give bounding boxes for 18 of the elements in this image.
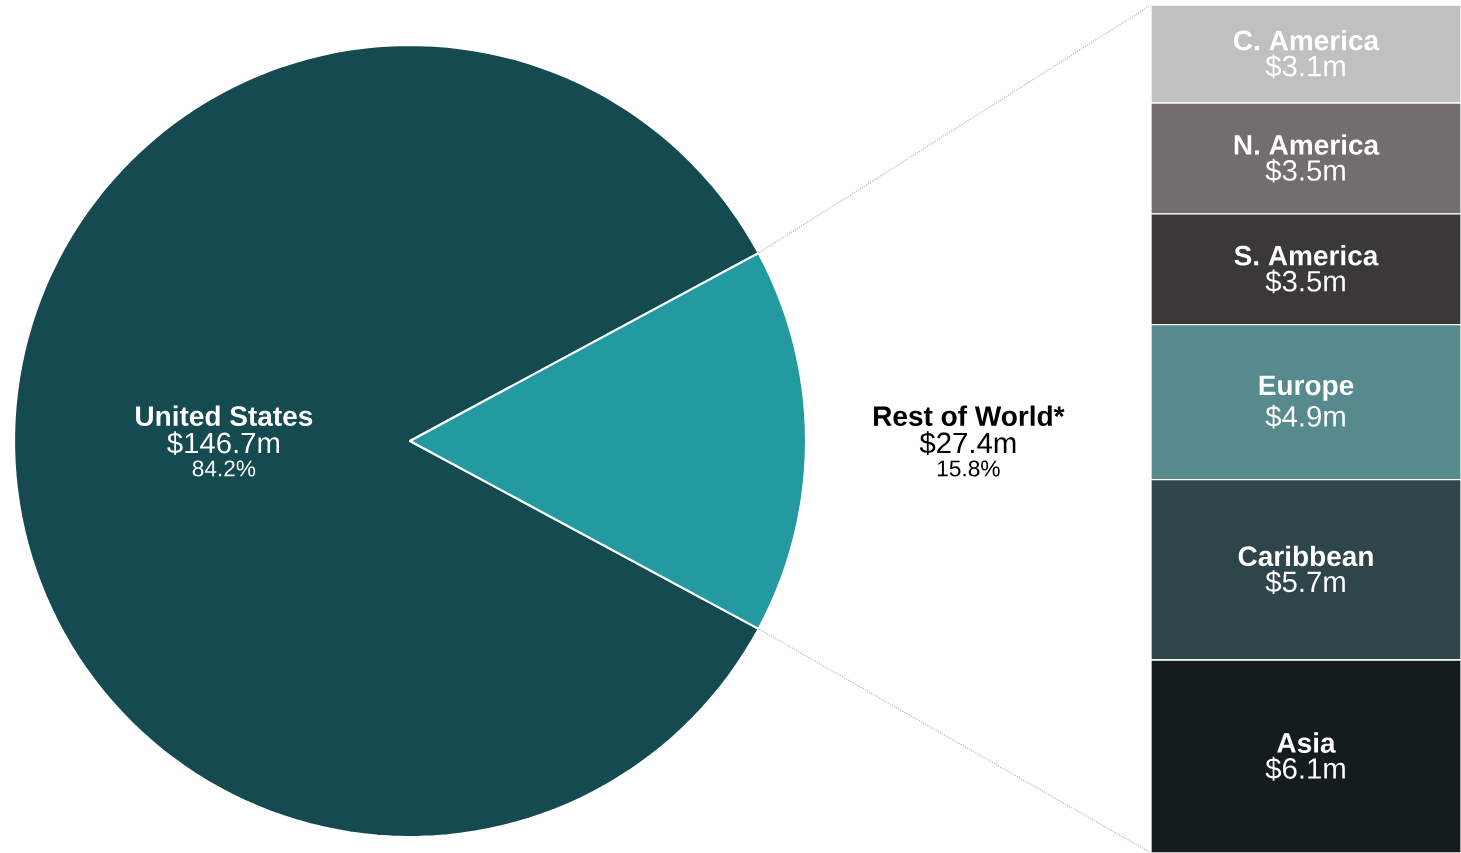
series-label: S. America	[1234, 245, 1379, 266]
text: 84.2%	[192, 460, 256, 477]
series-label: C. America	[1234, 29, 1380, 51]
data-label: $4.9m	[1265, 404, 1345, 429]
data-label: $146.7m	[167, 431, 280, 456]
data-label: $5.7m	[1265, 570, 1345, 594]
series-label: Asia	[1277, 732, 1336, 753]
data-label: $3.1m	[1265, 54, 1345, 79]
data-label: $6.1m	[1265, 756, 1345, 781]
slice-label: United States	[136, 405, 313, 427]
data-label: $27.4m	[919, 431, 1016, 456]
text: 15.8%	[937, 460, 1000, 477]
data-label: $3.5m	[1265, 269, 1345, 294]
series-label: Caribbean	[1238, 545, 1373, 567]
series-label: Europe	[1259, 375, 1354, 401]
series-label: N. America	[1234, 134, 1380, 155]
data-label: $3.5m	[1265, 158, 1345, 183]
slice-label: Rest of World*	[874, 405, 1065, 427]
